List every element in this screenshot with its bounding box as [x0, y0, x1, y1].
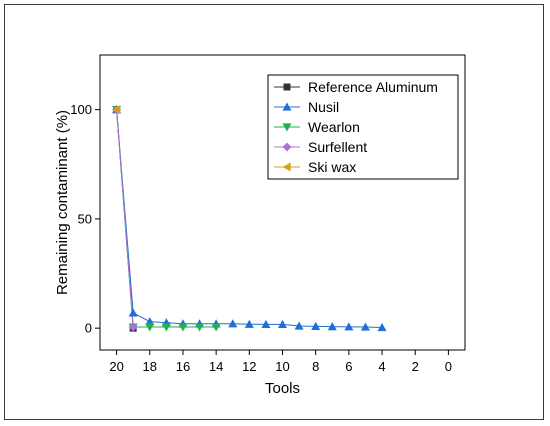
data-point-nusil: [377, 322, 387, 332]
legend-label-surfellent: Surfellent: [308, 139, 367, 155]
x-tick-label: 10: [275, 359, 289, 374]
data-point-wearlon: [195, 323, 205, 332]
y-axis-title: Remaining contaminant (%): [54, 110, 71, 295]
x-tick-label: 18: [143, 359, 157, 374]
legend-label-ski-wax: Ski wax: [308, 159, 356, 175]
y-tick-label: 100: [70, 102, 92, 117]
data-point-wearlon: [178, 323, 188, 332]
x-tick-label: 20: [109, 359, 123, 374]
x-tick-label: 6: [345, 359, 352, 374]
legend-label-nusil: Nusil: [308, 99, 339, 115]
data-point-nusil: [128, 308, 138, 317]
data-point-ski-wax: [112, 105, 121, 115]
x-axis-title: Tools: [265, 380, 300, 397]
data-point-wearlon: [145, 323, 155, 332]
data-point-nusil: [360, 322, 370, 331]
legend-marker-nusil: [282, 102, 292, 111]
legend-marker-reference-aluminum: [283, 83, 291, 91]
x-tick-label: 12: [242, 359, 256, 374]
x-tick-label: 16: [176, 359, 190, 374]
legend-marker-surfellent: [282, 142, 292, 152]
y-axis-ticks: 0 50 100: [70, 102, 100, 336]
x-tick-label: 8: [312, 359, 319, 374]
data-point-wearlon: [211, 323, 221, 332]
data-point-nusil: [311, 321, 321, 330]
x-axis-ticks: 20 18 16 14 12 10 8 6 4 2 0: [109, 350, 452, 374]
y-tick-label: 50: [78, 211, 92, 226]
y-tick-label: 0: [85, 321, 92, 336]
legend-label-wearlon: Wearlon: [308, 119, 360, 135]
legend-marker-ski-wax: [282, 162, 291, 172]
x-tick-label: 14: [209, 359, 223, 374]
x-tick-label: 4: [378, 359, 385, 374]
data-point-nusil: [228, 319, 238, 328]
data-point-nusil: [327, 322, 337, 331]
legend-label-reference-aluminum: Reference Aluminum: [308, 79, 438, 95]
data-point-nusil: [145, 317, 155, 326]
series-line-surfellent: [116, 109, 134, 328]
data-point-nusil: [261, 319, 271, 329]
data-point-nusil: [294, 321, 304, 330]
legend: Reference Aluminum Nusil Wearlon Surfellent…: [267, 74, 459, 180]
figure-frame: [4, 4, 544, 420]
legend-marker-wearlon: [282, 123, 292, 132]
data-point-nusil: [244, 319, 254, 328]
x-tick-label: 0: [445, 359, 452, 374]
data-point-surfellent: [128, 322, 138, 332]
data-point-nusil: [344, 322, 354, 331]
x-tick-label: 2: [412, 359, 419, 374]
series-markers: [112, 105, 387, 332]
data-point-wearlon: [161, 323, 171, 332]
data-point-nusil: [278, 319, 287, 329]
